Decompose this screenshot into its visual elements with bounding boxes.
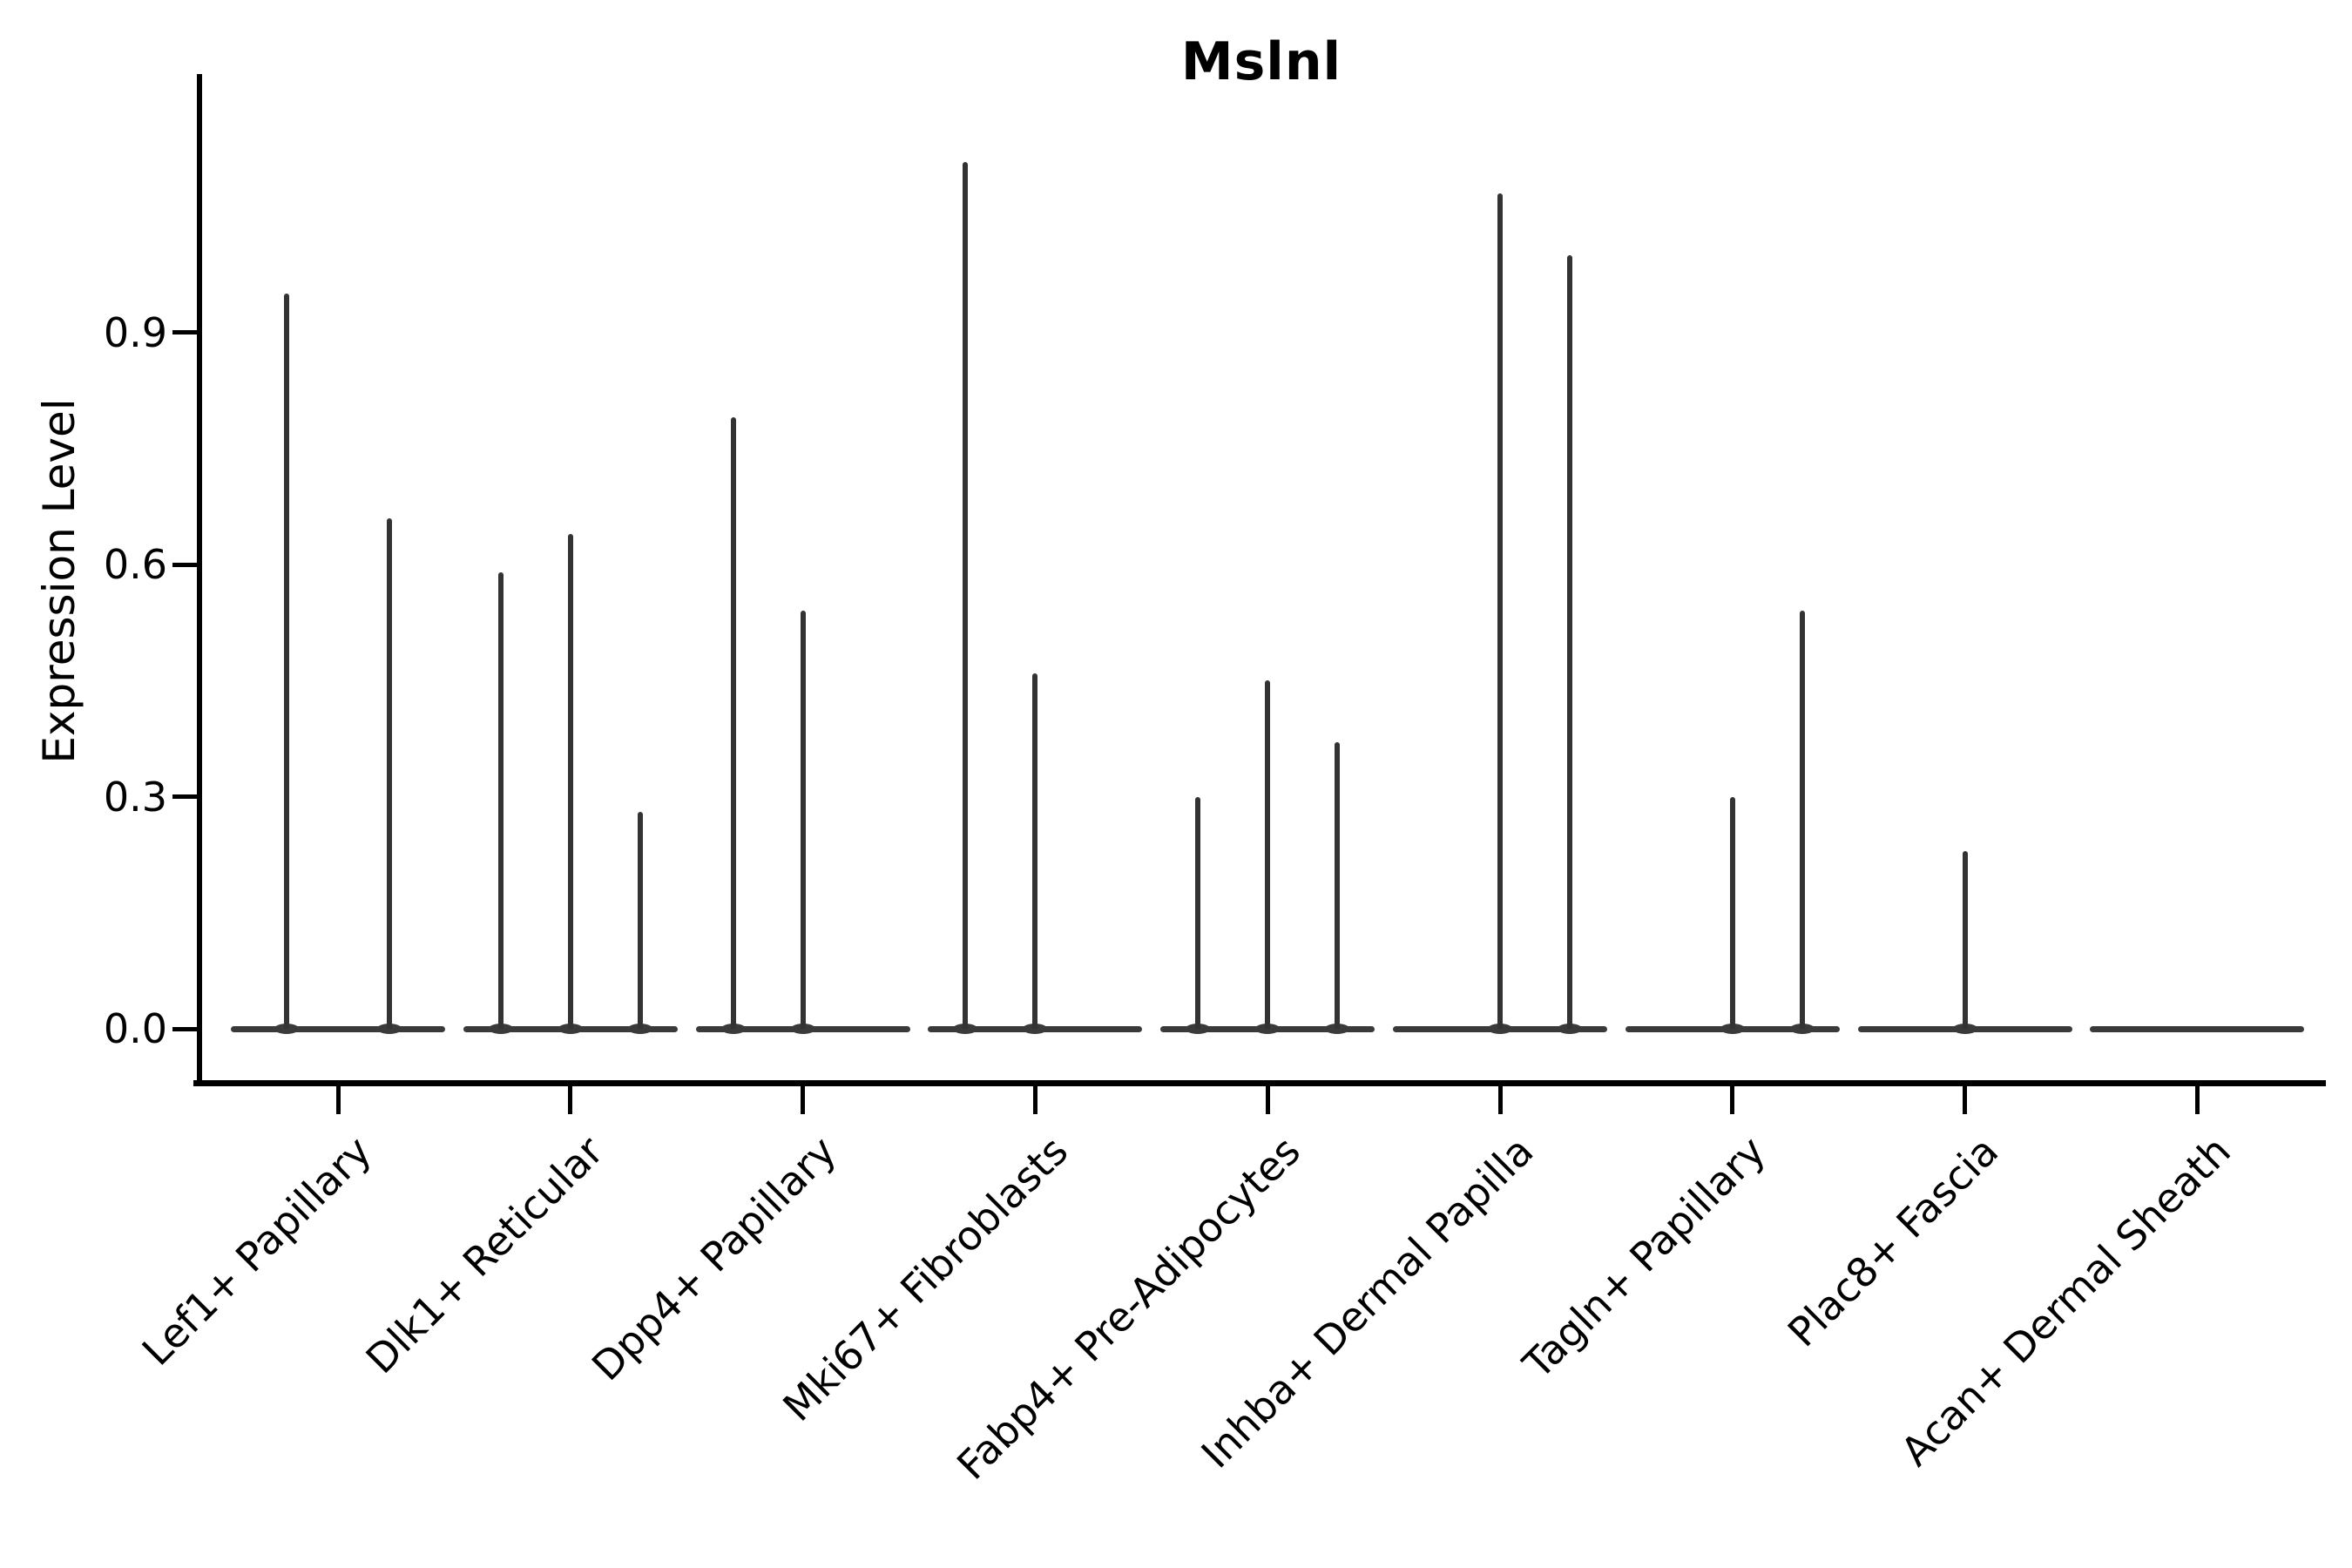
- violin-spike: [1567, 255, 1572, 1029]
- x-tick-mark: [335, 1086, 341, 1114]
- category-label: Dpp4+ Papillary: [582, 1127, 845, 1390]
- x-tick-mark: [2194, 1086, 2200, 1114]
- violin-spike: [567, 533, 573, 1029]
- violin-base-bump: [558, 1024, 583, 1034]
- violin-base-bump: [1255, 1024, 1281, 1034]
- violin-base-bump: [274, 1024, 299, 1034]
- violin-spike: [1265, 680, 1271, 1029]
- violin-spike: [284, 294, 289, 1029]
- y-tick-label: 0.3: [103, 773, 167, 821]
- category-label: Dlk1+ Reticular: [356, 1127, 612, 1383]
- violin-baseline: [231, 1025, 445, 1032]
- violin-base-bump: [790, 1024, 815, 1034]
- y-tick-mark: [172, 794, 197, 800]
- violin-spike: [1799, 611, 1805, 1029]
- x-tick-mark: [1497, 1086, 1503, 1114]
- violin-spike: [387, 517, 392, 1029]
- violin-base-bump: [1325, 1024, 1350, 1034]
- y-axis-line: [197, 74, 202, 1086]
- violin-spike: [1497, 193, 1503, 1029]
- category-label: Tagln+ Papillary: [1514, 1127, 1774, 1388]
- violin-spike: [1032, 672, 1038, 1029]
- x-tick-mark: [1963, 1086, 1968, 1114]
- x-tick-mark: [1032, 1086, 1037, 1114]
- x-tick-mark: [568, 1086, 573, 1114]
- x-tick-mark: [1730, 1086, 1735, 1114]
- violin-spike: [800, 611, 806, 1029]
- x-axis-line: [193, 1080, 2326, 1086]
- violin-base-bump: [1720, 1024, 1745, 1034]
- violin-base-bump: [488, 1024, 513, 1034]
- y-tick-mark: [172, 1026, 197, 1031]
- violin-base-bump: [1558, 1024, 1582, 1034]
- violin-spike: [1195, 796, 1201, 1029]
- violin-base-bump: [1952, 1024, 1977, 1034]
- y-tick-label: 0.6: [103, 541, 167, 589]
- violin-base-bump: [1789, 1024, 1815, 1034]
- violin-spike: [730, 417, 736, 1029]
- violin-base-bump: [1186, 1024, 1211, 1034]
- violin-spike: [1729, 796, 1735, 1029]
- violin-spike: [637, 812, 643, 1029]
- violin-base-bump: [1488, 1024, 1512, 1034]
- category-label: Plac8+ Fascia: [1778, 1127, 2007, 1356]
- y-tick-mark: [172, 330, 197, 335]
- violin-spike: [497, 572, 504, 1029]
- category-label: Lef1+ Papillary: [132, 1127, 381, 1375]
- y-tick-label: 0.9: [103, 308, 167, 356]
- violin-spike: [1962, 850, 1968, 1029]
- x-tick-mark: [1265, 1086, 1270, 1114]
- violin-base-bump: [377, 1024, 402, 1034]
- violin-base-bump: [1023, 1024, 1048, 1034]
- chart-title: Mslnl: [1180, 31, 1342, 92]
- violin-base-bump: [720, 1024, 746, 1034]
- violin-base-bump: [627, 1024, 652, 1034]
- x-tick-mark: [801, 1086, 806, 1114]
- violin-base-bump: [953, 1024, 978, 1034]
- y-tick-mark: [172, 562, 197, 567]
- violin-spike: [963, 162, 969, 1029]
- y-tick-label: 0.0: [103, 1005, 167, 1052]
- violin-spike: [1335, 742, 1341, 1029]
- violin-baseline: [2090, 1025, 2305, 1032]
